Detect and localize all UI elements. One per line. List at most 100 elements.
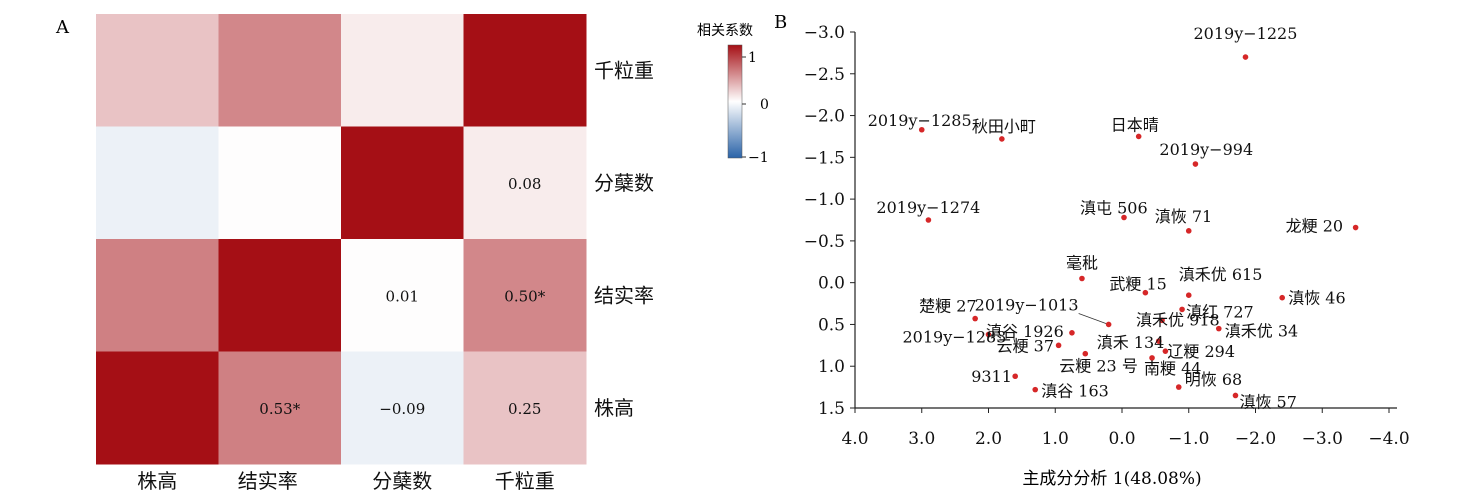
heatmap-cell-value: 0.25 <box>508 400 541 418</box>
scatter-point-label: 滇禾优 34 <box>1225 322 1298 341</box>
heatmap-cell-value: 0.53* <box>259 400 300 418</box>
heatmap-cell-value: −0.09 <box>379 400 425 418</box>
scatter-point-label: 2019y−1274 <box>876 198 980 217</box>
scatter-point-label: 滇红 727 <box>1186 302 1254 321</box>
y-axis-ticks: −3.0 −2.5 −2.0 −1.5 −1.0 −0.5 0.0 0.5 1.0 1.5 <box>804 23 855 419</box>
scatter-point-label: 2019y−1285 <box>868 111 972 130</box>
heatmap-cell <box>341 351 464 465</box>
scatter-point <box>985 331 992 338</box>
x-tick-label: 2.0 <box>975 429 1002 449</box>
scatter-point <box>925 217 932 223</box>
scatter-point-label: 2019y−1225 <box>1193 24 1297 43</box>
scatter-point-label: 楚粳 27 <box>919 297 976 316</box>
scatter-point-label: 南粳 44 <box>1144 359 1201 378</box>
x-tick-label: −4.0 <box>1368 429 1409 449</box>
colorbar-gradient <box>727 44 743 159</box>
panel-b: B −3.0 −2.5 −2.0 −1.5 −1.0 −0.5 0.0 0.5 1.0 1.5 4… <box>774 12 1410 489</box>
y-tick-label: −1.0 <box>804 190 845 210</box>
scatter-point-label: 滇谷 1926 <box>986 322 1064 341</box>
colorbar-tick-high: 1 <box>748 50 757 66</box>
panel-b-label: B <box>774 12 787 33</box>
scatter-point-label: 滇禾优 615 <box>1179 265 1263 284</box>
scatter-point-label: 滇恢 57 <box>1239 392 1296 411</box>
y-tick-label: −3.0 <box>804 23 845 43</box>
scatter-point <box>1155 338 1162 344</box>
colorbar-tick-low: −1 <box>748 150 769 166</box>
scatter-point <box>1162 348 1169 354</box>
scatter-point <box>1159 317 1165 324</box>
heatmap-cell <box>463 351 587 465</box>
scatter-point <box>1185 228 1192 234</box>
x-tick-label: 1.0 <box>1042 429 1069 449</box>
colorbar: 相关系数 1 0 −1 <box>697 23 769 166</box>
scatter-point <box>1175 384 1182 390</box>
scatter-point-label: 滇禾优 918 <box>1136 310 1220 329</box>
scatter-point <box>1179 306 1185 313</box>
heatmap-column-labels: 株高 结实率 分蘖数 千粒重 <box>137 469 555 493</box>
heatmap-cell <box>96 126 219 240</box>
leader-line <box>1078 313 1109 325</box>
scatter-point-label: 日本晴 <box>1111 115 1159 134</box>
heatmap-cell <box>218 239 342 352</box>
scatter-point-label: 2019y−994 <box>1159 140 1253 159</box>
y-tick-label: 1.0 <box>818 357 845 377</box>
heatmap-column-label: 株高 <box>137 469 177 493</box>
scatter-point-label: 2019y−1013 <box>975 295 1079 314</box>
scatter-point <box>1352 224 1359 231</box>
heatmap-cell <box>96 351 219 465</box>
heatmap-cell <box>218 14 342 127</box>
x-tick-label: 3.0 <box>908 429 935 449</box>
scatter-point <box>1069 330 1075 336</box>
scatter-point <box>918 126 925 133</box>
x-tick-label: −1.0 <box>1168 429 1209 449</box>
scatter-point-label: 辽粳 294 <box>1167 342 1235 361</box>
scatter-point-label: 明恢 68 <box>1185 370 1242 389</box>
scatter-point-label: 滇恢 71 <box>1155 207 1212 226</box>
heatmap-column-label: 分蘖数 <box>372 469 432 493</box>
scatter-point <box>1135 133 1142 140</box>
scatter-point-label: 2019y−1283 <box>903 327 1007 346</box>
y-tick-label: 1.5 <box>818 399 845 419</box>
heatmap-row-label: 株高 <box>594 396 634 420</box>
y-tick-label: −2.0 <box>804 107 845 127</box>
scatter-point-label: 滇谷 163 <box>1041 382 1109 401</box>
heatmap-column-label: 结实率 <box>238 469 298 493</box>
scatter-point <box>1232 392 1239 399</box>
panel-a: A 0.080.01 0.50*0.53* −0.09 0.25 千粒重分蘖数结实率株… <box>55 14 654 493</box>
scatter-point-label: 武粳 15 <box>1109 275 1166 294</box>
scatter-point <box>1215 325 1222 332</box>
y-tick-label: 0.5 <box>818 315 845 335</box>
heatmap-cell-value: 0.50* <box>504 287 545 305</box>
scatter-point <box>1192 161 1199 167</box>
heatmap-cell <box>218 351 342 465</box>
scatter-point-label: 滇禾 134 <box>1097 333 1165 352</box>
scatter-point <box>1055 342 1062 349</box>
x-tick-label: 4.0 <box>841 429 868 449</box>
scatter-point <box>1012 373 1018 380</box>
scatter-point-label: 滇恢 46 <box>1288 289 1345 308</box>
scatter-point <box>1121 214 1127 221</box>
heatmap-cell <box>96 239 219 352</box>
heatmap-cell <box>341 14 464 127</box>
y-tick-label: 0.0 <box>818 274 845 294</box>
scatter-point-label: 云粳 37 <box>997 336 1054 355</box>
y-tick-label: −0.5 <box>804 232 845 252</box>
scatter-point <box>1079 275 1085 282</box>
x-axis-ticks: 4.0 3.0 2.0 1.0 0.0 −1.0 −2.0 −3.0 −4.0 <box>841 408 1410 449</box>
colorbar-title: 相关系数 <box>697 23 753 39</box>
heatmap-column-label: 千粒重 <box>495 469 555 493</box>
leader-lines <box>1078 313 1109 325</box>
heatmap-cells <box>96 14 587 465</box>
scatter-point-label: 龙粳 20 <box>1286 217 1343 236</box>
panel-a-label: A <box>55 17 70 38</box>
heatmap-row-label: 分蘖数 <box>594 171 654 195</box>
scatter-point <box>1032 386 1039 393</box>
scatter-point <box>972 315 978 322</box>
heatmap-cell <box>341 239 464 352</box>
heatmap-cell <box>341 126 464 240</box>
scatter-point <box>1242 54 1249 60</box>
scatter-point <box>999 136 1005 142</box>
